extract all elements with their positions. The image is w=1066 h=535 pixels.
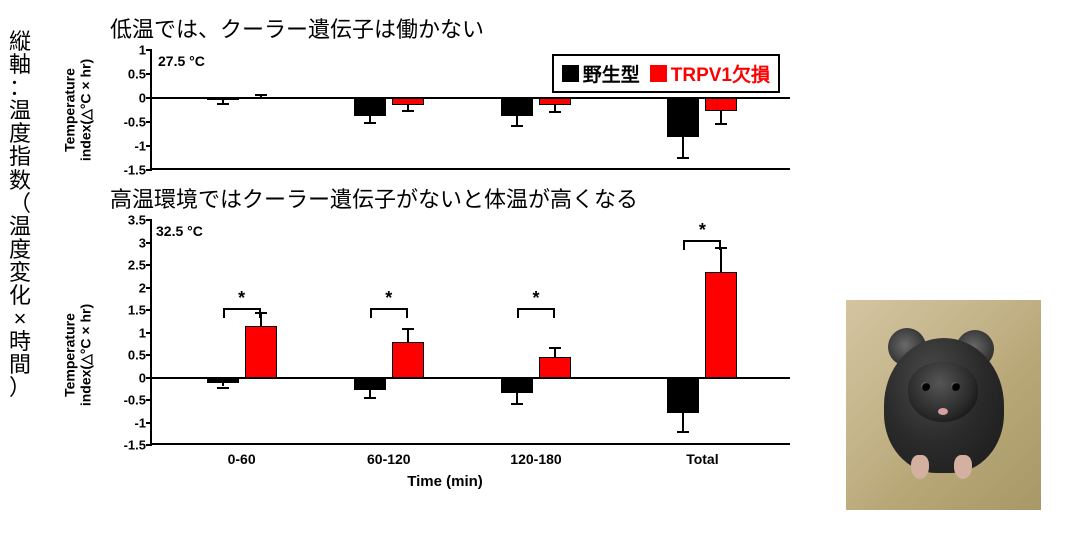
significance-star: * [238,288,245,309]
bar-wt [501,378,533,394]
bar-wt [354,378,386,391]
y-tick-label: -1 [134,139,146,154]
mouse-photo [846,300,1041,510]
bar-wt [354,98,386,116]
y-tick-label: 0.5 [128,348,146,363]
bar-wt [501,98,533,116]
y-tick-label: 3.5 [128,213,146,228]
bar-ko [245,326,277,378]
y-axis-label-line1: Temperature [62,304,78,406]
y-tick-label: -1.5 [124,163,146,178]
y-tick-label: 0.5 [128,67,146,82]
y-tick-label: 2 [139,280,146,295]
y-axis-label-line1: Temperature [62,59,78,161]
y-tick-label: 0 [139,91,146,106]
x-category-label: 60-120 [367,451,411,467]
bar-ko [539,357,571,377]
y-tick-label: 1.5 [128,303,146,318]
bottom-temp-label: 32.5 °C [156,223,203,239]
y-tick-label: 1 [139,43,146,58]
x-category-label: 0-60 [228,451,256,467]
y-tick-label: 2.5 [128,258,146,273]
y-tick-label: -0.5 [124,115,146,130]
bar-wt [667,98,699,137]
y-axis-label: Temperature index(△°C × hr) [62,59,95,161]
top-chart-area: 27.5 °C 野生型 TRPV1欠損 -1.5-1-0.500.51 [150,50,790,170]
x-category-label: 120-180 [510,451,561,467]
y-tick-label: -1 [134,415,146,430]
y-axis-label-line2: index(△°C × hr) [78,59,95,161]
y-tick-label: 3 [139,235,146,250]
y-tick-label: 1 [139,325,146,340]
y-axis-label: Temperature index(△°C × hr) [62,304,95,406]
legend-label-wt: 野生型 [583,60,640,87]
y-axis-vertical-japanese-label: 縦軸：温度指数（温度変化×時間） [8,30,32,400]
bar-wt [667,378,699,413]
y-axis-label-line2: index(△°C × hr) [78,304,95,406]
bar-ko [245,97,277,99]
legend-label-ko: TRPV1欠損 [671,60,770,87]
bottom-chart-title: 高温環境ではクーラー遺伝子がないと体温が高くなる [110,182,820,214]
bar-ko [392,342,424,378]
legend: 野生型 TRPV1欠損 [552,54,780,93]
y-tick-label: -1.5 [124,438,146,453]
significance-star: * [532,288,539,309]
y-tick-label: -0.5 [124,393,146,408]
top-chart-title: 低温では、クーラー遺伝子は働かない [110,12,820,44]
x-axis-label: Time (min) [80,473,810,490]
y-tick-label: 0 [139,370,146,385]
legend-swatch-ko [650,65,667,82]
bar-ko [392,98,424,105]
bar-ko [705,98,737,111]
bar-ko [705,272,737,378]
bottom-chart-area: -1.5-1-0.500.511.522.533.50-6060-120120-… [150,220,790,445]
legend-wildtype: 野生型 [562,60,640,87]
top-chart: Temperature index(△°C × hr) 27.5 °C 野生型 … [80,50,810,170]
significance-star: * [699,220,706,241]
legend-trpv1ko: TRPV1欠損 [650,60,770,87]
charts-container: 低温では、クーラー遺伝子は働かない Temperature index(△°C … [80,12,820,502]
x-category-label: Total [686,451,718,467]
bar-ko [539,98,571,105]
bottom-chart: Temperature index(△°C × hr) -1.5-1-0.500… [80,220,810,490]
top-temp-label: 27.5 °C [158,53,205,69]
legend-swatch-wt [562,65,579,82]
significance-star: * [385,288,392,309]
